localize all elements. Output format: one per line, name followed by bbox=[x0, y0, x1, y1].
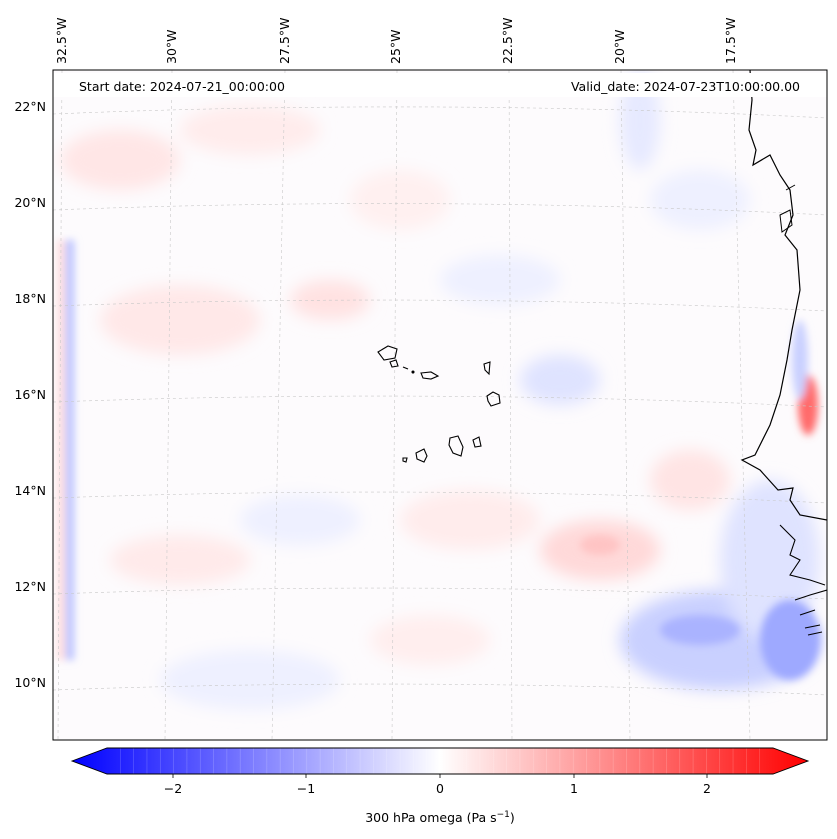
lon-label: 17.5°W bbox=[723, 18, 738, 64]
coastline-path bbox=[740, 70, 827, 521]
colorbar-tick-label: 0 bbox=[436, 781, 444, 796]
map-frame bbox=[52, 69, 828, 741]
lon-label: 27.5°W bbox=[277, 18, 292, 64]
lat-label: 16°N bbox=[14, 387, 46, 402]
graticule bbox=[53, 70, 827, 740]
omega-field-strong bbox=[58, 240, 820, 680]
colorbar-label-main: 300 hPa omega (Pa s bbox=[365, 810, 496, 825]
lat-label: 12°N bbox=[14, 579, 46, 594]
colorbar-outline bbox=[70, 747, 810, 775]
lon-label: 30°W bbox=[164, 29, 179, 64]
lon-label: 25°W bbox=[388, 29, 403, 64]
colorbar-tick-label: 1 bbox=[570, 781, 578, 796]
lat-label: 18°N bbox=[14, 291, 46, 306]
colorbar-label-close: ) bbox=[510, 810, 515, 825]
lon-label: 20°W bbox=[612, 29, 627, 64]
lat-label: 10°N bbox=[14, 675, 46, 690]
coastline-path bbox=[779, 524, 827, 636]
lat-label: 22°N bbox=[14, 99, 46, 114]
colorbar-tick-label: −2 bbox=[164, 781, 182, 796]
lat-label: 14°N bbox=[14, 483, 46, 498]
cape-verde-islands bbox=[377, 345, 501, 463]
lat-labels: 22°N 20°N 18°N 16°N 14°N 12°N 10°N bbox=[14, 99, 46, 690]
colorbar: −2 −1 0 1 2 300 hPa omega (Pa s−1) bbox=[70, 747, 810, 825]
coastline-path bbox=[779, 184, 796, 233]
lon-labels: 32.5°W 30°W 27.5°W 25°W 22.5°W 20°W 17.5… bbox=[54, 18, 738, 64]
colorbar-label: 300 hPa omega (Pa s−1) bbox=[365, 810, 515, 825]
colorbar-label-exponent: −1 bbox=[497, 810, 510, 820]
lat-label: 20°N bbox=[14, 195, 46, 210]
colorbar-tick-label: 2 bbox=[703, 781, 711, 796]
colorbar-segments bbox=[120, 748, 760, 774]
colorbar-fill bbox=[72, 748, 808, 774]
date-label-band bbox=[53, 73, 827, 97]
lon-label: 22.5°W bbox=[500, 18, 515, 64]
lon-label: 32.5°W bbox=[54, 18, 69, 64]
colorbar-ticks bbox=[172, 774, 708, 778]
map-panel bbox=[53, 70, 827, 740]
colorbar-tick-label: −1 bbox=[297, 781, 315, 796]
start-date-label: Start date: 2024-07-21_00:00:00 bbox=[79, 79, 285, 94]
valid-date-label: Valid_date: 2024-07-23T10:00:00.00 bbox=[571, 79, 800, 94]
